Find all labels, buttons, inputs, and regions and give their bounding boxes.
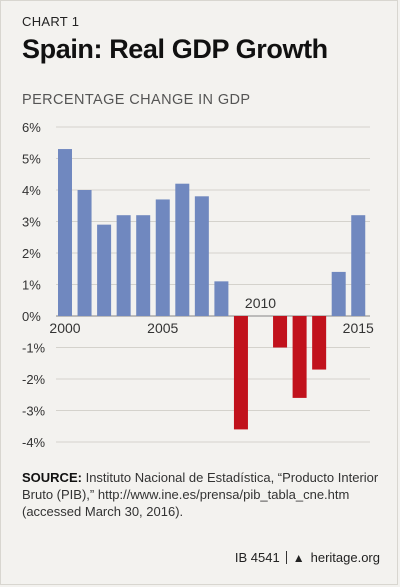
bar: [116, 215, 131, 316]
site-name: heritage.org: [310, 550, 380, 565]
y-tick-label: -3%: [22, 404, 46, 419]
bar: [175, 183, 190, 316]
x-tick-label: 2015: [343, 320, 374, 336]
y-tick-label: -4%: [22, 435, 46, 450]
bar: [136, 215, 151, 316]
y-tick-label: 0%: [22, 309, 41, 324]
bar: [331, 271, 346, 316]
footer: IB 4541 ▲ heritage.org: [235, 550, 380, 565]
y-axis-label: PERCENTAGE CHANGE IN GDP: [22, 92, 251, 108]
report-code: IB 4541: [234, 550, 280, 565]
bar: [233, 316, 248, 430]
footer-separator: [285, 551, 287, 564]
heritage-logo-icon: ▲: [292, 550, 305, 565]
bar: [312, 316, 327, 370]
source-text: Instituto Nacional de Estadística, “Prod…: [22, 470, 379, 519]
chart-title: Spain: Real GDP Growth: [22, 34, 328, 64]
y-tick-label: 1%: [22, 278, 41, 293]
y-tick-label: -2%: [22, 372, 46, 387]
bar: [292, 316, 307, 398]
bar: [273, 316, 288, 348]
source-label: SOURCE:: [22, 470, 82, 485]
bar: [351, 215, 366, 316]
y-tick-label: -1%: [22, 341, 46, 356]
x-tick-label: 2005: [147, 320, 178, 336]
y-tick-label: 4%: [22, 183, 41, 198]
bar: [214, 281, 229, 316]
bar: [194, 196, 209, 316]
y-tick-label: 6%: [22, 120, 41, 135]
y-tick-label: 2%: [22, 246, 41, 261]
x-tick-label: 2000: [49, 320, 80, 336]
bar: [97, 224, 112, 316]
y-tick-label: 5%: [22, 152, 41, 167]
chart-kicker: CHART 1: [22, 14, 80, 29]
bar: [77, 190, 92, 316]
y-tick-label: 3%: [22, 215, 41, 230]
bar: [58, 149, 72, 316]
x-tick-label: 2010: [245, 295, 276, 311]
bar: [155, 199, 170, 316]
source-note: SOURCE: Instituto Nacional de Estadístic…: [22, 469, 382, 520]
